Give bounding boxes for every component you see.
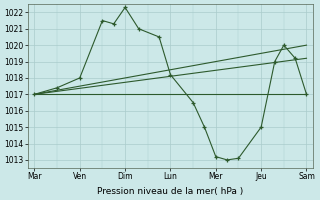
X-axis label: Pression niveau de la mer( hPa ): Pression niveau de la mer( hPa ) — [97, 187, 244, 196]
